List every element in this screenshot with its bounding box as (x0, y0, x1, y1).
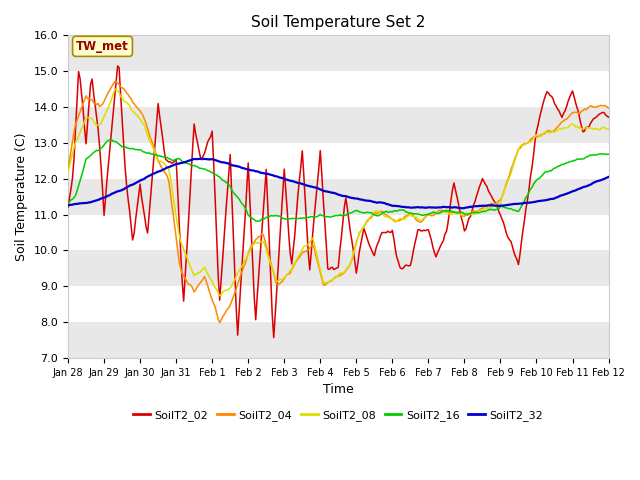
Bar (68, 251, 609, 286)
Bar (68, 179, 609, 215)
Bar (68, 36, 609, 71)
Y-axis label: Soil Temperature (C): Soil Temperature (C) (15, 132, 28, 261)
Legend: SoilT2_02, SoilT2_04, SoilT2_08, SoilT2_16, SoilT2_32: SoilT2_02, SoilT2_04, SoilT2_08, SoilT2_… (129, 406, 548, 425)
Title: Soil Temperature Set 2: Soil Temperature Set 2 (251, 15, 426, 30)
X-axis label: Time: Time (323, 383, 354, 396)
Text: TW_met: TW_met (76, 40, 129, 53)
Bar (68, 107, 609, 143)
Bar (68, 322, 609, 358)
